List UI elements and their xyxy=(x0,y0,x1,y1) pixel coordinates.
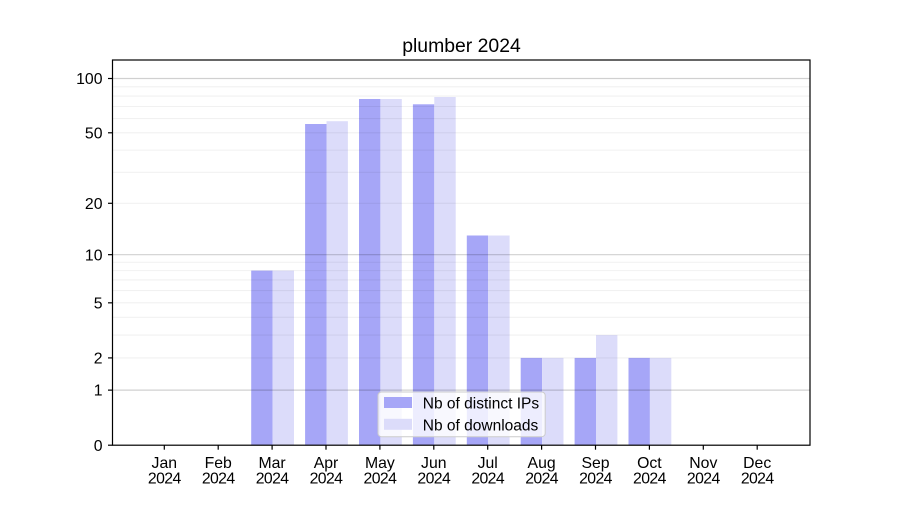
svg-text:1: 1 xyxy=(94,383,103,400)
svg-text:2024: 2024 xyxy=(256,470,290,487)
svg-text:2: 2 xyxy=(94,351,103,368)
svg-text:Nb of downloads: Nb of downloads xyxy=(423,417,539,434)
svg-text:Sep: Sep xyxy=(581,455,609,472)
svg-text:2024: 2024 xyxy=(148,470,182,487)
svg-text:Jun: Jun xyxy=(421,455,446,472)
svg-text:0: 0 xyxy=(94,438,103,455)
svg-text:plumber 2024: plumber 2024 xyxy=(402,35,521,57)
svg-text:2024: 2024 xyxy=(364,470,398,487)
svg-text:2024: 2024 xyxy=(202,470,236,487)
svg-text:2024: 2024 xyxy=(310,470,344,487)
svg-text:Feb: Feb xyxy=(205,455,232,472)
svg-text:Aug: Aug xyxy=(528,455,556,472)
svg-text:50: 50 xyxy=(85,125,103,142)
svg-text:20: 20 xyxy=(85,196,103,213)
svg-text:2024: 2024 xyxy=(687,470,721,487)
svg-text:2024: 2024 xyxy=(417,470,451,487)
svg-text:Apr: Apr xyxy=(314,455,339,472)
svg-text:Mar: Mar xyxy=(258,455,285,472)
svg-text:100: 100 xyxy=(76,71,103,88)
svg-text:2024: 2024 xyxy=(471,470,505,487)
svg-text:2024: 2024 xyxy=(633,470,667,487)
svg-text:May: May xyxy=(365,455,395,472)
svg-text:10: 10 xyxy=(85,247,103,264)
svg-text:Jul: Jul xyxy=(478,455,498,472)
svg-text:Dec: Dec xyxy=(743,455,771,472)
svg-text:5: 5 xyxy=(94,295,103,312)
svg-text:2024: 2024 xyxy=(525,470,559,487)
svg-text:Oct: Oct xyxy=(637,455,662,472)
svg-text:Jan: Jan xyxy=(152,455,177,472)
svg-text:2024: 2024 xyxy=(579,470,613,487)
svg-text:2024: 2024 xyxy=(741,470,775,487)
svg-text:Nb of distinct IPs: Nb of distinct IPs xyxy=(423,396,540,413)
svg-text:Nov: Nov xyxy=(689,455,717,472)
